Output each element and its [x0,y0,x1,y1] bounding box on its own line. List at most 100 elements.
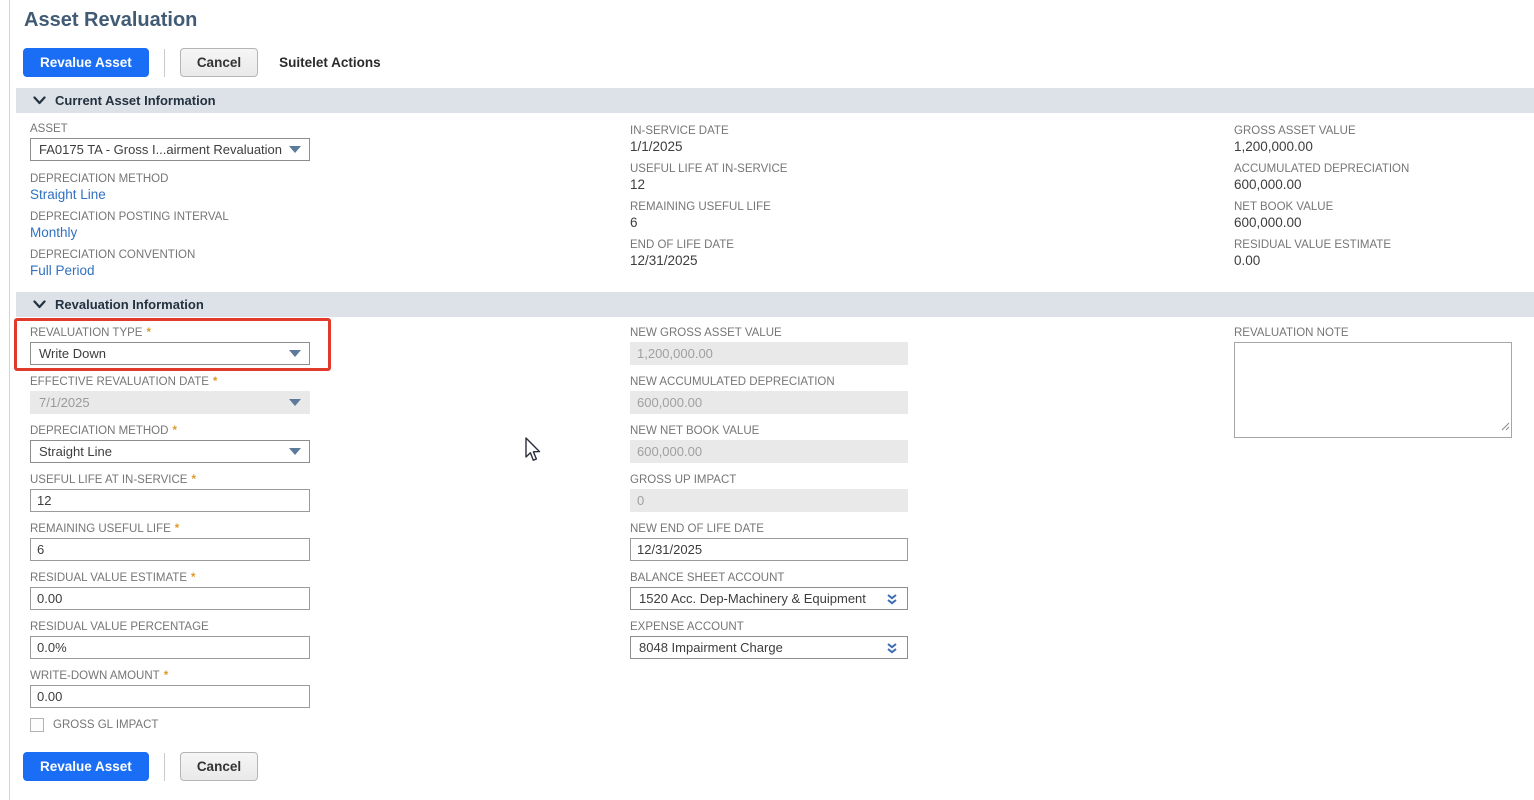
resize-handle-icon[interactable] [1501,418,1510,436]
readonly-field: GROSS ASSET VALUE 1,200,000.00 [1234,124,1409,154]
required-asterisk: * [174,523,180,535]
section-header-current-asset-information[interactable]: Current Asset Information [16,88,1534,113]
depreciation-method-value: Straight Line [39,444,112,459]
readonly-field: RESIDUAL VALUE ESTIMATE 0.00 [1234,238,1409,268]
field-value: 1,200,000.00 [1234,139,1313,154]
readonly-field: IN-SERVICE DATE 1/1/2025 [630,124,787,154]
chevron-down-icon [33,96,46,105]
dropdown-arrow-icon [289,399,301,406]
useful-life-input[interactable] [30,489,310,512]
required-asterisk: * [191,572,196,584]
useful-life-field: USEFUL LIFE AT IN-SERVICE * [30,473,310,512]
residual-percentage-field: RESIDUAL VALUE PERCENTAGE [30,620,310,659]
revaluation-type-value: Write Down [39,346,106,361]
mouse-cursor-icon [524,437,544,468]
section-title: Revaluation Information [55,297,204,312]
readonly-field: DEPRECIATION CONVENTION Full Period [30,248,310,278]
residual-estimate-field: RESIDUAL VALUE ESTIMATE * [30,571,310,610]
field-label: NEW GROSS ASSET VALUE [630,327,782,339]
field-label: DEPRECIATION METHOD * [30,425,177,437]
revalue-asset-button[interactable]: Revalue Asset [23,48,149,77]
readonly-field: REMAINING USEFUL LIFE 6 [630,200,787,230]
current-col-right: GROSS ASSET VALUE 1,200,000.00 ACCUMULAT… [1234,124,1409,276]
expense-account-select[interactable]: 8048 Impairment Charge [630,636,908,659]
field-value: 1/1/2025 [630,139,683,154]
readonly-field: DEPRECIATION POSTING INTERVAL Monthly [30,210,310,240]
revaluation-type-select[interactable]: Write Down [30,342,310,365]
asset-select-value: FA0175 TA - Gross I...airment Revaluatio… [39,142,283,157]
required-asterisk: * [146,327,151,339]
field-label: ACCUMULATED DEPRECIATION [1234,163,1410,175]
field-label: RESIDUAL VALUE ESTIMATE [1234,239,1391,251]
balance-sheet-account-select[interactable]: 1520 Acc. Dep-Machinery & Equipment [630,587,908,610]
new-accum-field: NEW ACCUMULATED DEPRECIATION [630,375,908,414]
field-label: NEW END OF LIFE DATE [630,523,764,535]
writedown-amount-input[interactable] [30,685,310,708]
field-label: USEFUL LIFE AT IN-SERVICE [630,163,788,175]
new-nbv-input-disabled [630,440,908,463]
field-value: 0.00 [1234,253,1261,268]
required-asterisk: * [212,376,218,388]
depreciation-method-link[interactable]: Straight Line [30,187,106,202]
gross-gl-impact-label: GROSS GL IMPACT [53,719,159,731]
cancel-button[interactable]: Cancel [179,48,259,77]
readonly-field: NET BOOK VALUE 600,000.00 [1234,200,1409,230]
field-label: DEPRECIATION CONVENTION [30,249,196,261]
field-label: NET BOOK VALUE [1234,201,1334,213]
revaluation-col-left: REVALUATION TYPE * Write Down EFFECTIVE R… [30,326,310,732]
dropdown-arrow-icon [289,350,301,357]
new-eol-field: NEW END OF LIFE DATE [630,522,908,561]
new-nbv-field: NEW NET BOOK VALUE [630,424,908,463]
field-label: BALANCE SHEET ACCOUNT [630,572,785,584]
field-label: EXPENSE ACCOUNT [630,621,744,633]
balance-sheet-account-field: BALANCE SHEET ACCOUNT 1520 Acc. Dep-Mach… [630,571,908,610]
field-label: NEW NET BOOK VALUE [630,425,760,437]
section-header-revaluation-information[interactable]: Revaluation Information [16,292,1534,317]
gross-gl-impact-checkbox[interactable] [30,718,44,732]
top-toolbar: Revalue Asset Cancel Suitelet Actions [23,48,381,77]
dropdown-arrow-icon [289,448,301,455]
asset-field: ASSET FA0175 TA - Gross I...airment Reva… [30,122,310,161]
depreciation-method-select[interactable]: Straight Line [30,440,310,463]
readonly-field: USEFUL LIFE AT IN-SERVICE 12 [630,162,787,192]
double-chevron-icon [885,592,899,606]
depreciation-convention-link[interactable]: Full Period [30,263,95,278]
remaining-life-field: REMAINING USEFUL LIFE * [30,522,310,561]
expense-account-field: EXPENSE ACCOUNT 8048 Impairment Charge [630,620,908,659]
field-label: WRITE-DOWN AMOUNT * [30,670,169,682]
required-asterisk: * [172,425,177,437]
field-label: REVALUATION TYPE * [30,327,151,339]
field-label: EFFECTIVE REVALUATION DATE * [30,376,218,388]
revaluation-col-right: REVALUATION NOTE [1234,326,1512,438]
suitelet-actions-menu[interactable]: Suitelet Actions [279,55,381,70]
readonly-field: END OF LIFE DATE 12/31/2025 [630,238,787,268]
field-label: GROSS ASSET VALUE [1234,125,1356,137]
readonly-field: ACCUMULATED DEPRECIATION 600,000.00 [1234,162,1409,192]
left-edge-divider [9,0,10,800]
field-label: NEW ACCUMULATED DEPRECIATION [630,376,835,388]
new-eol-input[interactable] [630,538,908,561]
field-label: REMAINING USEFUL LIFE [630,201,771,213]
residual-estimate-input[interactable] [30,587,310,610]
effective-date-select-disabled: 7/1/2025 [30,391,310,414]
current-col-left: ASSET FA0175 TA - Gross I...airment Reva… [30,122,310,286]
residual-percentage-input[interactable] [30,636,310,659]
asset-label: ASSET [30,123,68,135]
chevron-down-icon [33,300,46,309]
revaluation-note-wrap [1234,342,1512,438]
cancel-button-bottom[interactable]: Cancel [179,752,259,781]
gross-up-impact-field: GROSS UP IMPACT [630,473,908,512]
field-value: 6 [630,215,638,230]
field-label: END OF LIFE DATE [630,239,734,251]
remaining-life-input[interactable] [30,538,310,561]
revaluation-col-mid: NEW GROSS ASSET VALUE NEW ACCUMULATED DE… [630,326,908,669]
button-divider [163,48,165,77]
revalue-asset-button-bottom[interactable]: Revalue Asset [23,752,149,781]
posting-interval-link[interactable]: Monthly [30,225,78,240]
field-label: RESIDUAL VALUE PERCENTAGE [30,621,209,633]
revaluation-note-textarea[interactable] [1234,342,1512,438]
field-label: GROSS UP IMPACT [630,474,737,486]
asset-select[interactable]: FA0175 TA - Gross I...airment Revaluatio… [30,138,310,161]
new-accum-input-disabled [630,391,908,414]
writedown-amount-field: WRITE-DOWN AMOUNT * [30,669,310,708]
